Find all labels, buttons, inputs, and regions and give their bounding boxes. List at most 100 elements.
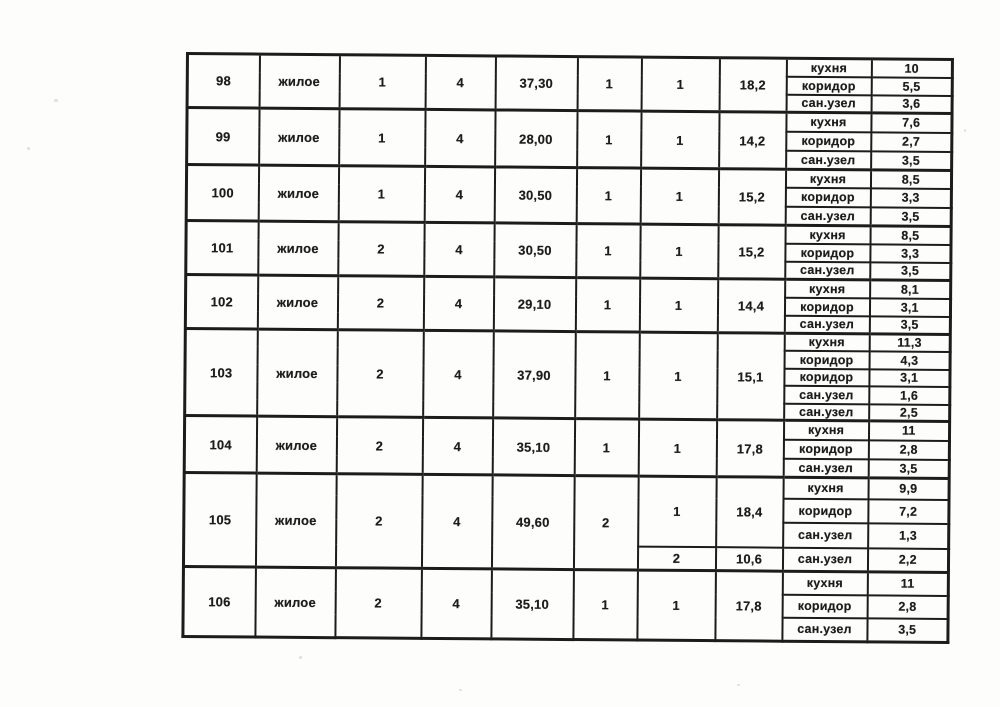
- apartment-number-cell: 105: [183, 472, 257, 568]
- living-area-cell: 15,2: [717, 224, 786, 280]
- col6-cell: 1: [574, 418, 639, 477]
- scan-speck: [27, 147, 30, 150]
- aux-room-name-cell: сан.узел: [786, 94, 872, 113]
- aux-room-area-cell: 3,5: [869, 315, 951, 335]
- col3-cell: 1: [338, 108, 426, 167]
- purpose-cell: жилое: [256, 329, 338, 417]
- aux-room-area-cell: 8,1: [869, 279, 951, 299]
- apartments-table: 98 жилое 1 4 37,30 1 1 18,2 кухня 10 коридор 5,5 сан…: [181, 52, 954, 645]
- total-area-cell: 30,50: [493, 222, 577, 278]
- room-number-cell: 2: [637, 546, 716, 571]
- table-subrow: 98 жилое 1 4 37,30 1 1 18,2 кухня 10: [187, 53, 953, 113]
- aux-room-area-cell: 8,5: [870, 225, 952, 245]
- room-number-cell: 1: [639, 278, 718, 333]
- aux-room-name-cell: кухня: [782, 571, 868, 595]
- col4-cell: 4: [424, 109, 496, 167]
- table-wrap: 98 жилое 1 4 37,30 1 1 18,2 кухня 10 коридор 5,5 сан…: [181, 52, 954, 645]
- room-number-cell: 1: [640, 111, 720, 169]
- col3-cell: 2: [334, 567, 422, 639]
- apartment-number-cell: 99: [186, 107, 260, 166]
- col3-cell: 2: [337, 275, 424, 331]
- aux-room-area-cell: 3,5: [870, 150, 952, 171]
- col4-cell: 4: [421, 474, 493, 569]
- aux-room-area-cell: 2,7: [870, 131, 952, 152]
- aux-room-area-cell: 3,3: [869, 243, 952, 263]
- aux-room-area-cell: 8,5: [870, 169, 952, 189]
- col6-cell: 1: [576, 167, 641, 225]
- aux-room-name-cell: кухня: [785, 169, 871, 188]
- col6-cell: 1: [575, 277, 640, 333]
- aux-room-name-cell: сан.узел: [782, 547, 868, 572]
- living-area-cell: 14,4: [717, 278, 785, 334]
- col3-cell: 2: [336, 329, 424, 418]
- col3-cell: 2: [337, 221, 425, 277]
- aux-room-name-cell: сан.узел: [783, 458, 869, 478]
- scan-speck: [54, 99, 58, 102]
- aux-room-area-cell: 2,5: [868, 403, 950, 422]
- total-area-cell: 35,10: [490, 568, 574, 640]
- purpose-cell: жилое: [255, 473, 337, 568]
- living-area-cell: 17,8: [714, 570, 783, 642]
- apartment-number-cell: 102: [185, 274, 258, 330]
- col3-cell: 2: [335, 473, 423, 569]
- total-area-cell: 37,30: [495, 55, 578, 111]
- col4-cell: 4: [422, 417, 493, 475]
- apartment-number-cell: 101: [185, 220, 259, 276]
- aux-room-name-cell: кухня: [784, 279, 870, 298]
- living-area-cell: 17,8: [716, 419, 784, 478]
- col6-cell: 1: [575, 223, 641, 279]
- room-number-cell: 1: [636, 570, 716, 641]
- living-area-cell: 15,1: [716, 332, 785, 421]
- purpose-cell: жилое: [257, 221, 339, 276]
- aux-room-area-cell: 9,9: [868, 477, 950, 500]
- aux-room-area-cell: 2,2: [867, 547, 949, 573]
- apartment-number-cell: 103: [184, 328, 258, 417]
- col4-cell: 4: [422, 330, 494, 418]
- aux-room-area-cell: 2,8: [867, 594, 949, 619]
- aux-room-area-cell: 3,5: [868, 458, 950, 479]
- purpose-cell: жилое: [259, 54, 340, 109]
- col3-cell: 1: [338, 165, 425, 223]
- apartment-number-cell: 100: [186, 164, 259, 222]
- col3-cell: 1: [339, 54, 426, 110]
- aux-room-name-cell: коридор: [782, 498, 869, 523]
- aux-room-name-cell: сан.узел: [783, 385, 869, 404]
- purpose-cell: жилое: [258, 165, 339, 222]
- col4-cell: 4: [425, 55, 496, 110]
- aux-room-area-cell: 1,3: [867, 522, 949, 549]
- aux-room-area-cell: 5,5: [871, 76, 953, 96]
- aux-room-area-cell: 3,5: [869, 261, 951, 281]
- aux-room-area-cell: 10: [871, 58, 953, 78]
- col4-cell: 4: [424, 166, 495, 223]
- apartment-number-cell: 104: [184, 415, 257, 474]
- aux-room-name-cell: сан.узел: [785, 150, 871, 170]
- purpose-cell: жилое: [257, 275, 338, 330]
- room-number-cell: 1: [639, 224, 719, 279]
- aux-room-name-cell: сан.узел: [783, 403, 869, 421]
- purpose-cell: жилое: [258, 108, 340, 166]
- aux-room-area-cell: 3,5: [866, 617, 949, 643]
- aux-room-name-cell: коридор: [785, 131, 871, 151]
- aux-room-name-cell: коридор: [784, 350, 870, 369]
- aux-room-area-cell: 3,5: [870, 206, 952, 227]
- living-area-cell: 15,2: [718, 168, 786, 226]
- col6-cell: 1: [577, 56, 642, 112]
- aux-room-area-cell: 11: [868, 420, 950, 441]
- total-area-cell: 49,60: [491, 474, 575, 570]
- col3-cell: 2: [336, 416, 423, 475]
- scan-speck: [459, 689, 462, 691]
- aux-room-name-cell: кухня: [786, 58, 872, 77]
- aux-room-area-cell: 1,6: [868, 385, 950, 405]
- aux-room-area-cell: 11,3: [869, 333, 951, 352]
- total-area-cell: 29,10: [493, 276, 576, 332]
- aux-room-name-cell: сан.узел: [784, 315, 870, 334]
- aux-room-area-cell: 7,2: [867, 498, 950, 524]
- aux-room-name-cell: сан.узел: [782, 522, 868, 548]
- room-number-cell: 1: [638, 419, 717, 477]
- aux-room-area-cell: 3,3: [870, 187, 952, 208]
- living-area-cell: 18,2: [719, 57, 787, 113]
- col4-cell: 4: [420, 568, 492, 639]
- aux-room-name-cell: коридор: [785, 187, 871, 207]
- aux-room-name-cell: сан.узел: [784, 261, 870, 280]
